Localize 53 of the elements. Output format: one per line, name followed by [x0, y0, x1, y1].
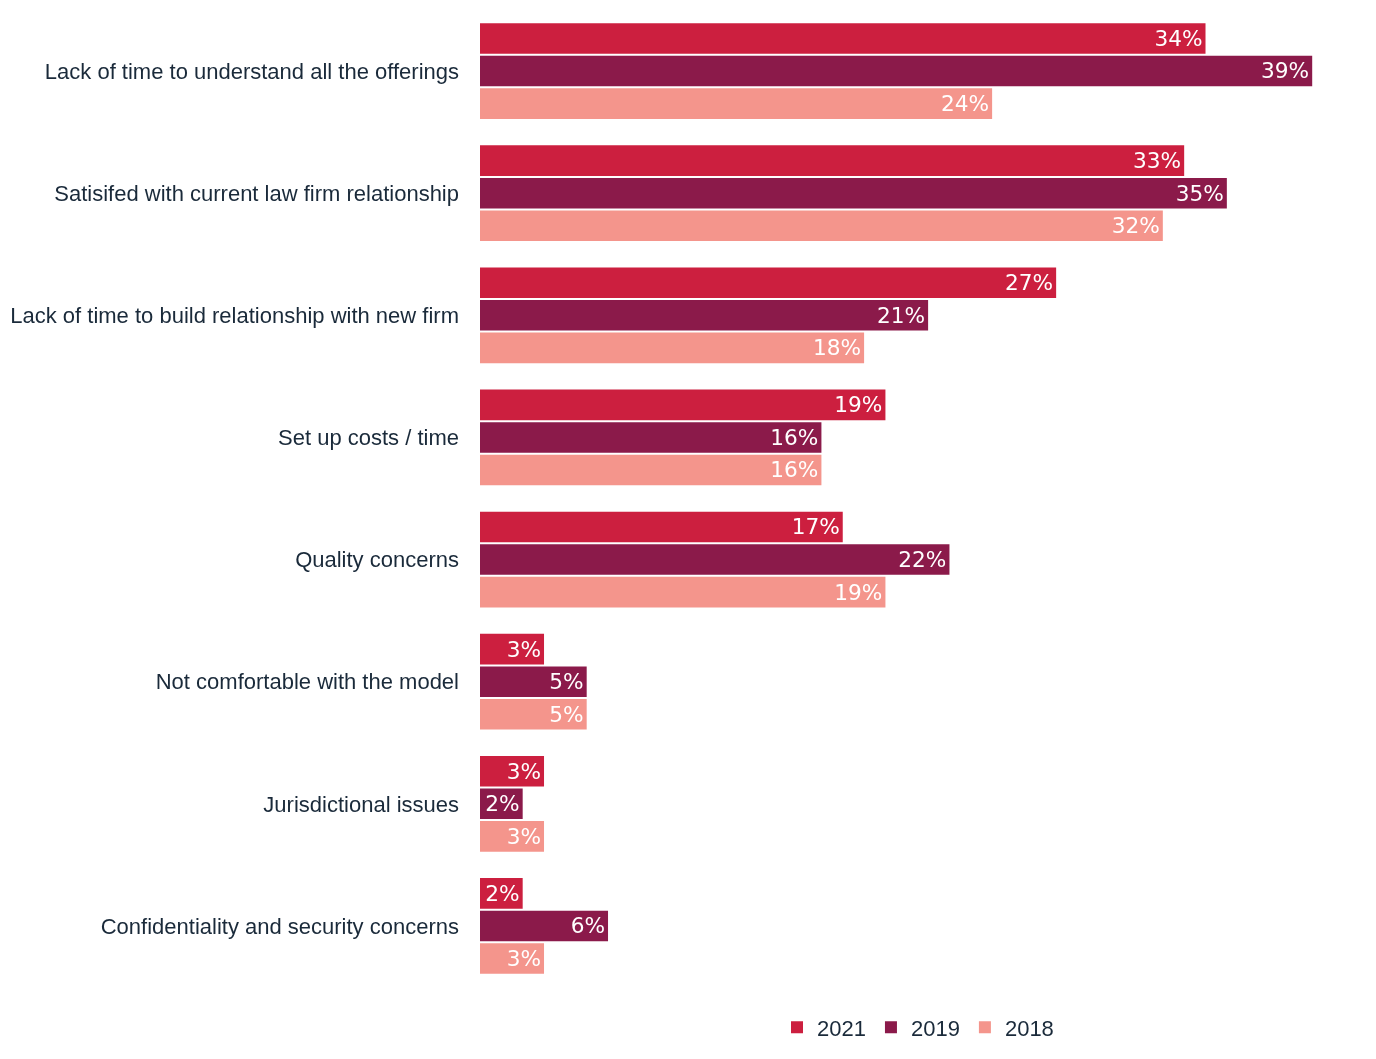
data-label: 27%	[1005, 270, 1054, 296]
data-label: 17%	[791, 514, 840, 540]
data-label: 19%	[834, 579, 883, 605]
bar	[480, 267, 1057, 299]
data-label: 3%	[506, 636, 542, 662]
y-tick-label: Set up costs / time	[278, 425, 459, 451]
bar	[480, 145, 1185, 176]
legend-label: 2021	[817, 1015, 866, 1041]
bar	[480, 422, 822, 453]
bar	[480, 88, 993, 119]
bar	[480, 454, 822, 486]
bar	[480, 910, 609, 942]
legend-label: 2019	[910, 1015, 960, 1041]
bar	[480, 23, 1206, 54]
data-label: 35%	[1175, 180, 1224, 206]
data-label: 5%	[549, 701, 584, 727]
y-tick-label: Confidentiality and security concerns	[100, 913, 459, 939]
bar	[480, 300, 929, 331]
y-tick-label: Jurisdictional issues	[263, 791, 459, 817]
data-label: 34%	[1154, 25, 1203, 51]
bar	[480, 177, 1227, 209]
data-label: 22%	[898, 546, 947, 572]
bar	[480, 210, 1163, 242]
data-label: 19%	[834, 392, 883, 418]
bar	[480, 544, 950, 575]
data-label: 5%	[549, 669, 584, 695]
y-tick-label: Lack of time to build relationship with new firm	[10, 303, 459, 329]
data-label: 6%	[570, 913, 606, 939]
data-label: 21%	[876, 302, 926, 328]
data-label: 39%	[1261, 58, 1310, 84]
data-label: 18%	[812, 335, 862, 361]
data-label: 24%	[940, 91, 990, 117]
bar	[480, 511, 843, 543]
data-label: 2%	[485, 880, 520, 906]
bar	[480, 698, 587, 730]
data-label: 3%	[506, 945, 542, 971]
data-label: 32%	[1111, 213, 1160, 239]
y-tick-label: Quality concerns	[295, 547, 459, 573]
y-tick-label: Not comfortable with the model	[155, 669, 459, 695]
y-tick-label: Lack of time to understand all the offerings	[44, 58, 459, 84]
bar	[480, 666, 587, 697]
data-label: 16%	[770, 424, 819, 450]
legend-label: 2018	[1004, 1015, 1054, 1041]
data-label: 3%	[506, 758, 542, 784]
bar	[480, 576, 886, 608]
bar	[480, 389, 886, 421]
bar	[480, 332, 865, 364]
data-label: 16%	[770, 457, 819, 483]
data-label: 3%	[506, 823, 542, 849]
y-tick-label: Satisifed with current law firm relationship	[54, 180, 459, 206]
bar	[480, 55, 1313, 87]
data-label: 2%	[485, 791, 520, 817]
data-label: 33%	[1133, 148, 1182, 174]
